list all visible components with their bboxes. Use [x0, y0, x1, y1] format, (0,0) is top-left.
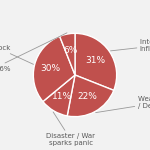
Wedge shape [43, 75, 75, 116]
Text: Interest /
Inflati...: Interest / Inflati... [111, 39, 150, 52]
Text: ...ther 6%: ...ther 6% [0, 33, 67, 72]
Wedge shape [33, 36, 75, 102]
Text: 22%: 22% [77, 92, 97, 101]
Text: ...stock: ...stock [0, 45, 33, 64]
Wedge shape [60, 33, 75, 75]
Text: 6%: 6% [63, 46, 78, 55]
Wedge shape [67, 75, 114, 117]
Wedge shape [75, 33, 117, 90]
Text: Weak Econo...
/ Deflatio...: Weak Econo... / Deflatio... [96, 96, 150, 113]
Text: Disaster / War
sparks panic: Disaster / War sparks panic [46, 112, 95, 146]
Text: 11%: 11% [52, 92, 72, 101]
Text: 31%: 31% [86, 56, 106, 65]
Text: 30%: 30% [41, 64, 61, 73]
